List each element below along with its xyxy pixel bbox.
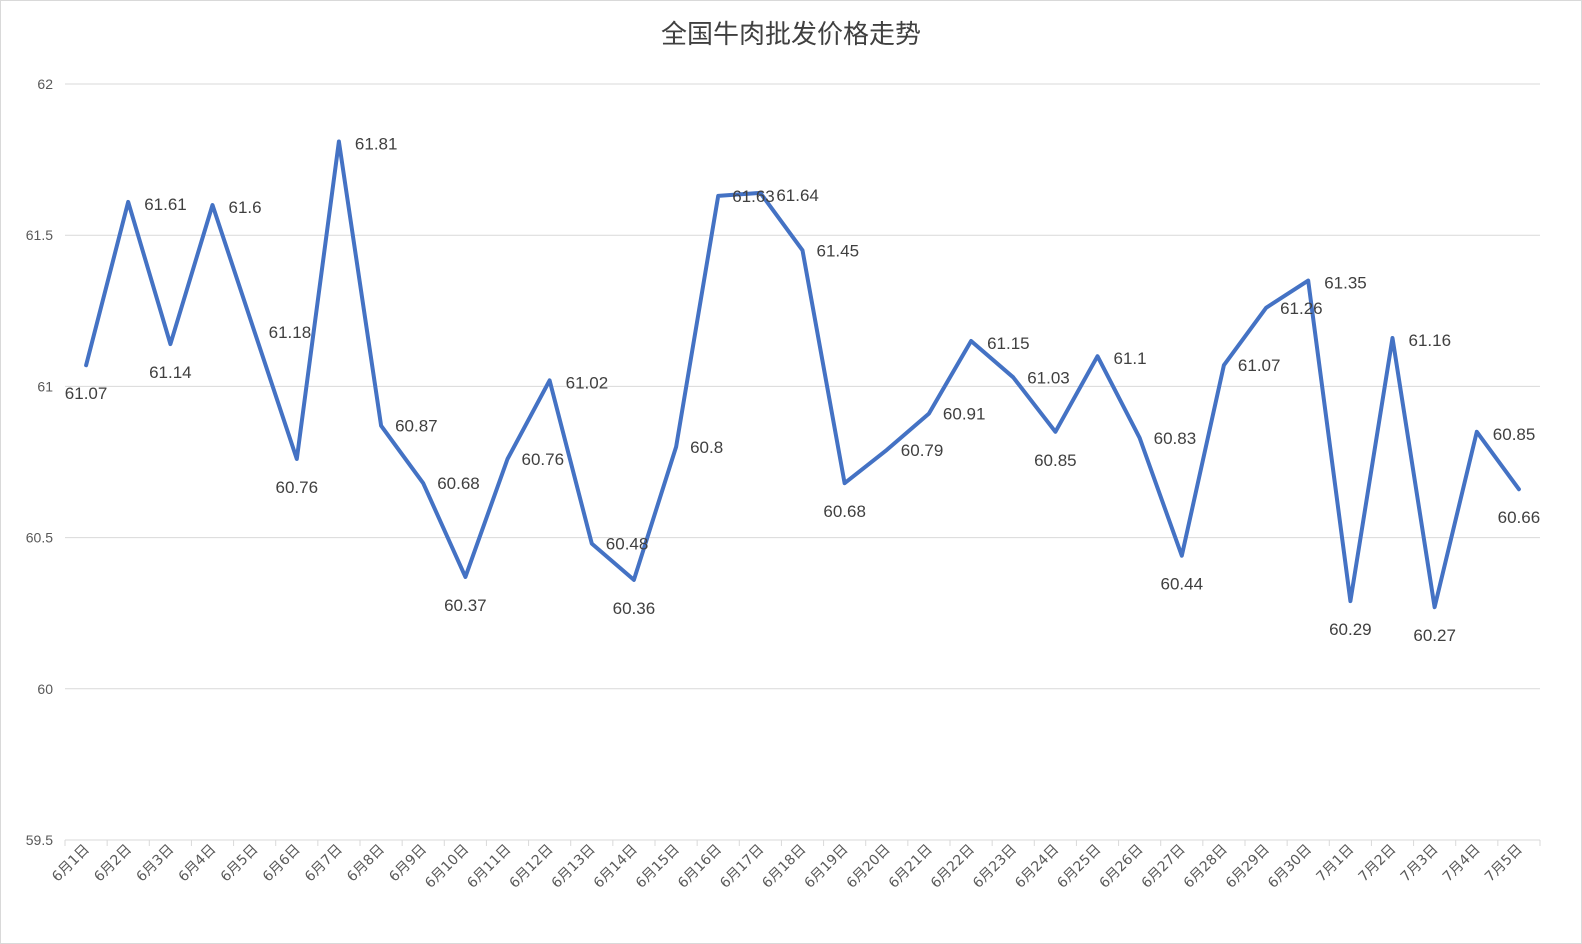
x-tick-label: 6月20日 bbox=[844, 842, 894, 892]
data-label: 61.02 bbox=[566, 373, 609, 392]
x-tick-label: 6月24日 bbox=[1012, 842, 1062, 892]
series-line bbox=[84, 139, 1521, 610]
x-tick-label: 6月27日 bbox=[1139, 842, 1189, 892]
data-label: 60.66 bbox=[1498, 508, 1541, 527]
data-label: 60.85 bbox=[1034, 451, 1077, 470]
x-tick-label: 6月30日 bbox=[1265, 842, 1315, 892]
data-label: 61.07 bbox=[1238, 356, 1281, 375]
data-label: 61.1 bbox=[1114, 349, 1147, 368]
x-tick-label: 6月2日 bbox=[91, 842, 135, 886]
data-label: 60.44 bbox=[1161, 575, 1204, 594]
x-tick-label: 7月4日 bbox=[1440, 842, 1484, 886]
data-label: 60.48 bbox=[606, 535, 649, 554]
y-tick-label: 61 bbox=[37, 378, 53, 394]
x-tick-label: 6月25日 bbox=[1054, 842, 1104, 892]
data-label: 60.68 bbox=[823, 502, 866, 521]
x-tick-label: 6月13日 bbox=[549, 842, 599, 892]
x-tick-label: 7月3日 bbox=[1398, 842, 1442, 886]
x-tick-label: 6月22日 bbox=[928, 842, 978, 892]
chart-title: 全国牛肉批发价格走势 bbox=[660, 20, 921, 50]
data-label: 60.76 bbox=[522, 450, 565, 469]
x-tick-label: 6月15日 bbox=[633, 842, 683, 892]
y-tick-label: 62 bbox=[37, 76, 53, 92]
y-tick-label: 59.5 bbox=[26, 832, 53, 848]
data-label: 61.45 bbox=[817, 241, 860, 260]
data-label: 61.15 bbox=[987, 334, 1030, 353]
x-tick-label: 6月3日 bbox=[133, 842, 177, 886]
x-tick-label: 6月5日 bbox=[218, 842, 262, 886]
data-label: 61.64 bbox=[776, 186, 819, 205]
x-tick-label: 6月16日 bbox=[675, 842, 725, 892]
x-tick-label: 6月21日 bbox=[886, 842, 936, 892]
x-tick-label: 6月28日 bbox=[1181, 842, 1231, 892]
data-label: 61.63 bbox=[732, 187, 775, 206]
x-tick-label: 7月5日 bbox=[1482, 842, 1526, 886]
x-tick-label: 6月19日 bbox=[801, 842, 851, 892]
y-tick-label: 60 bbox=[37, 681, 53, 697]
x-tick-label: 6月11日 bbox=[464, 842, 514, 892]
data-label: 61.03 bbox=[1027, 368, 1070, 387]
data-label: 61.61 bbox=[144, 195, 187, 214]
x-tick-label: 6月18日 bbox=[759, 842, 809, 892]
data-label: 60.27 bbox=[1413, 626, 1456, 645]
x-tick-label: 6月1日 bbox=[49, 842, 93, 886]
data-label: 61.6 bbox=[229, 198, 262, 217]
x-tick-label: 6月26日 bbox=[1096, 842, 1146, 892]
data-label: 60.29 bbox=[1329, 620, 1372, 639]
x-tick-label: 7月2日 bbox=[1356, 842, 1400, 886]
data-label: 61.81 bbox=[355, 134, 398, 153]
data-label: 60.76 bbox=[276, 478, 319, 497]
x-tick-label: 6月10日 bbox=[422, 842, 472, 892]
x-tick-label: 7月1日 bbox=[1313, 842, 1357, 886]
y-tick-label: 60.5 bbox=[26, 530, 53, 546]
data-label: 61.18 bbox=[269, 323, 312, 342]
y-tick-label: 61.5 bbox=[26, 227, 53, 243]
x-tick-label: 6月14日 bbox=[591, 842, 641, 892]
data-label: 60.87 bbox=[395, 417, 438, 436]
x-tick-label: 6月6日 bbox=[260, 842, 304, 886]
data-label: 60.8 bbox=[690, 438, 723, 457]
x-tick-label: 6月4日 bbox=[176, 842, 220, 886]
data-label: 60.91 bbox=[943, 405, 986, 424]
data-label: 61.07 bbox=[65, 384, 108, 403]
data-label: 60.36 bbox=[613, 599, 656, 618]
data-label: 61.14 bbox=[149, 363, 192, 382]
data-label: 60.68 bbox=[437, 474, 480, 493]
x-tick-label: 6月12日 bbox=[506, 842, 556, 892]
x-tick-label: 6月7日 bbox=[302, 842, 346, 886]
x-tick-label: 6月8日 bbox=[344, 842, 388, 886]
data-label: 61.35 bbox=[1324, 274, 1367, 293]
x-tick-label: 6月29日 bbox=[1223, 842, 1273, 892]
data-label: 60.83 bbox=[1154, 429, 1197, 448]
data-label: 61.16 bbox=[1409, 331, 1452, 350]
data-label: 60.37 bbox=[444, 596, 487, 615]
data-label: 60.85 bbox=[1493, 425, 1536, 444]
data-label: 61.26 bbox=[1280, 299, 1323, 318]
x-tick-label: 6月17日 bbox=[717, 842, 767, 892]
data-label: 60.79 bbox=[901, 441, 944, 460]
x-tick-label: 6月23日 bbox=[970, 842, 1020, 892]
